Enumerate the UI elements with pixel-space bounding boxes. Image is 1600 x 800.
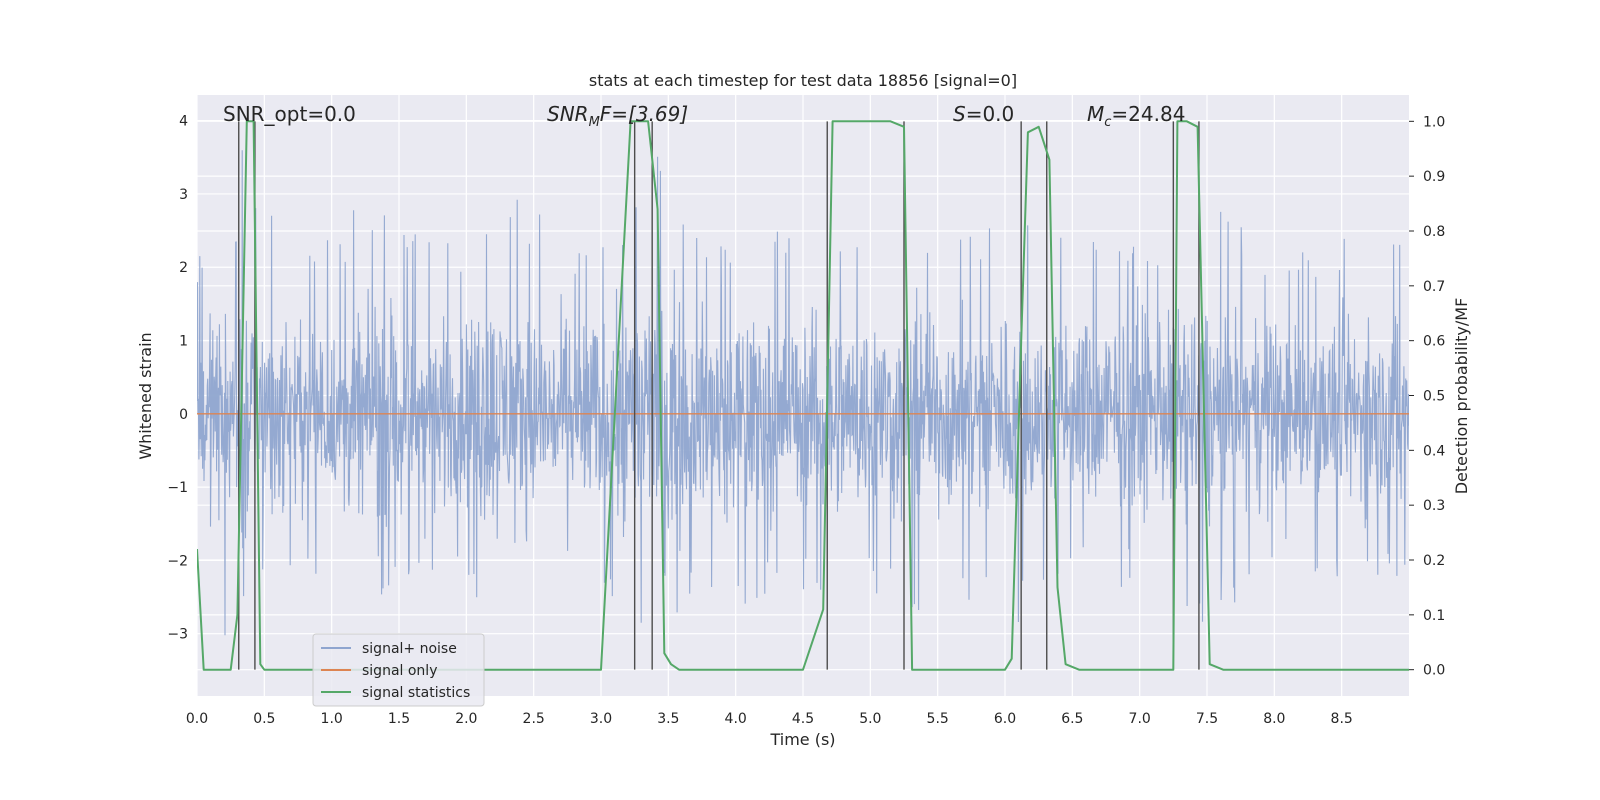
mc-annotation: Mc=24.84: [1087, 102, 1185, 130]
x-tick-label: 8.5: [1331, 711, 1353, 727]
y-tick-label: 0: [179, 407, 188, 423]
y2-tick-label: 1.0: [1423, 114, 1445, 130]
y2-tick-label: 0.7: [1423, 279, 1445, 295]
snr-mf-subscript: M: [589, 115, 600, 130]
y2-axis-ticks: 1.0 0.9 0.8 0.7 0.6 0.5 0.4 0.3 0.2 0.1 0.0: [1409, 114, 1445, 679]
mc-subscript: c: [1104, 115, 1111, 130]
y2-tick-label: 0.3: [1423, 498, 1445, 514]
x-tick-label: 4.0: [725, 711, 747, 727]
signal-noise-line: [197, 150, 1409, 636]
y2-tick-label: 0.6: [1423, 334, 1445, 350]
y-tick-label: 4: [179, 114, 188, 130]
x-tick-label: 4.5: [792, 711, 814, 727]
snr-opt-annotation: SNR_opt=0.0: [223, 102, 356, 126]
snr-mf-symbol: SNR: [547, 102, 589, 126]
x-tick-label: 0.5: [253, 711, 275, 727]
x-tick-label: 6.0: [994, 711, 1016, 727]
legend-label-signal-only: signal only: [362, 663, 437, 679]
y-tick-label: 2: [179, 260, 188, 276]
x-tick-label: 3.5: [657, 711, 679, 727]
y2-tick-label: 0.5: [1423, 389, 1445, 405]
y2-axis-label: Detection probability/MF: [1452, 298, 1471, 495]
s-annotation: S=0.0: [953, 102, 1014, 126]
y2-tick-label: 0.8: [1423, 224, 1445, 240]
y2-tick-label: 0.1: [1423, 608, 1445, 624]
y2-tick-label: 0.2: [1423, 553, 1445, 569]
x-tick-label: 7.5: [1196, 711, 1218, 727]
mc-symbol: M: [1087, 102, 1104, 126]
x-tick-label: 2.0: [455, 711, 477, 727]
x-axis-label: Time (s): [769, 730, 835, 749]
y2-tick-label: 0.0: [1423, 663, 1445, 679]
x-tick-label: 6.5: [1061, 711, 1083, 727]
x-tick-label: 3.0: [590, 711, 612, 727]
legend-label-signal-noise: signal+ noise: [362, 641, 457, 657]
x-tick-label: 1.5: [388, 711, 410, 727]
y-tick-label: −1: [167, 480, 188, 496]
x-tick-label: 5.0: [859, 711, 881, 727]
y2-tick-label: 0.4: [1423, 443, 1445, 459]
x-tick-label: 1.0: [321, 711, 343, 727]
legend-label-signal-statistics: signal statistics: [362, 685, 470, 701]
y-axis-label: Whitened strain: [136, 332, 155, 459]
mc-value: =24.84: [1111, 102, 1185, 126]
y-tick-label: −3: [167, 627, 188, 643]
x-tick-label: 2.5: [523, 711, 545, 727]
s-value: =0.0: [966, 102, 1015, 126]
legend: signal+ noise signal only signal statist…: [312, 633, 485, 707]
x-tick-label: 0.0: [186, 711, 208, 727]
x-tick-label: 8.0: [1263, 711, 1285, 727]
chart-title: stats at each timestep for test data 188…: [589, 71, 1017, 90]
signal-noise-series: [197, 150, 1409, 636]
legend-box: [312, 633, 485, 707]
y-tick-label: 1: [179, 334, 188, 350]
snr-mf-annotation: SNRMF=[3.69]: [547, 102, 688, 130]
y-tick-label: 3: [179, 187, 188, 203]
y-tick-label: −2: [167, 553, 188, 569]
y2-tick-label: 0.9: [1423, 169, 1445, 185]
s-symbol: S: [953, 102, 966, 126]
x-tick-label: 7.0: [1129, 711, 1151, 727]
y-axis-ticks: 4 3 2 1 0 −1 −2 −3: [167, 114, 188, 643]
x-tick-label: 5.5: [927, 711, 949, 727]
x-axis-ticks: 0.0 0.5 1.0 1.5 2.0 2.5 3.0 3.5 4.0 4.5 5.0 5.5 6.0 6…: [186, 711, 1353, 727]
snr-mf-suffix: F=[3.69]: [600, 102, 688, 126]
